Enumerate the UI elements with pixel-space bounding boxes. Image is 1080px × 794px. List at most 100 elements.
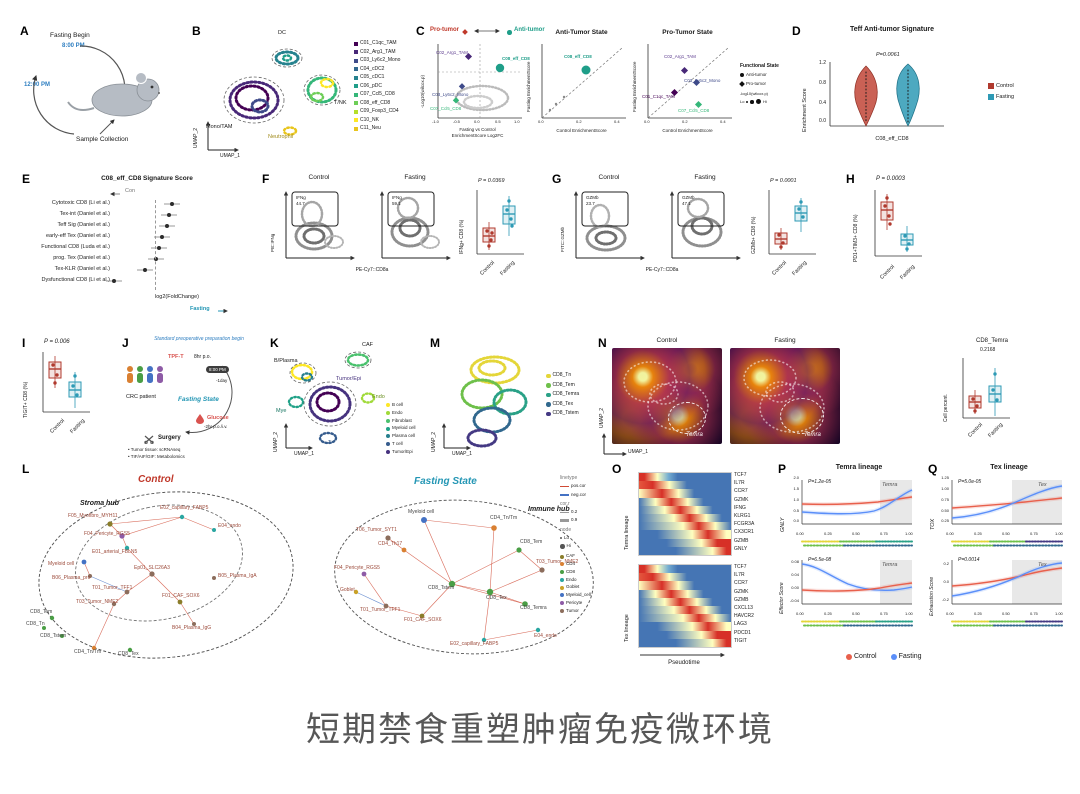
density-map-fasting: Temra [730, 348, 840, 444]
legend-swatch [560, 570, 564, 575]
legend-label: Plasma cell [392, 433, 416, 438]
box-ylabel: TIGIT+ CD8 (%) [23, 381, 29, 418]
xtick: 0.00 [796, 531, 804, 536]
signature-label: Dysfunctional CD8 (Li et al.) [41, 277, 110, 284]
legend-label: Tumor [566, 607, 579, 613]
panel-k-label: K [270, 336, 279, 350]
legend-label: CD8_Tn [552, 372, 572, 378]
legend-item: CD8_Temra [546, 391, 579, 399]
umap2-axis-label: UMAP_2 [431, 431, 437, 452]
legend-swatch [560, 585, 564, 590]
legend-label: C03_Ly6c2_Mono [360, 57, 401, 63]
legend-label: C07_Ccl5_CD8 [360, 91, 395, 97]
fasting-score-ylabel: Fasting EnrichmentScore [526, 61, 531, 112]
cell-rug-strip [951, 620, 1063, 627]
legend-item: CD4 [560, 561, 608, 568]
con-arrow-icon [110, 191, 120, 197]
legend-swatch [354, 118, 358, 123]
legend-swatch [560, 554, 564, 559]
box-plot [768, 190, 816, 255]
legend-pro-label: Pro-tumor [746, 80, 767, 86]
node-large-icon [560, 544, 565, 549]
panel-a-label: A [20, 24, 29, 38]
ytick: 0.5 [793, 508, 799, 513]
legend-item: C09_Foxp3_CD4 [354, 108, 400, 116]
temra-heatmap [638, 472, 732, 556]
xtick: 0.00 [946, 611, 954, 616]
point-label-c07: C07_Ccl5_CD8 [430, 106, 462, 111]
gene-label: TCF7 [734, 472, 747, 478]
signature-row: prog. Tex (Daniel et al.) [22, 253, 260, 264]
gene-label: TIGIT [734, 637, 747, 644]
legend-swatch [354, 67, 358, 72]
umap2-axis-label: UMAP_2 [273, 431, 279, 452]
xtick: 0.50 [852, 611, 860, 616]
legend-swatch [560, 562, 564, 567]
legend-label: C11_Neu [360, 125, 381, 131]
minus-one-day-label: -1day [216, 378, 228, 383]
density-map-control: Temra [612, 348, 722, 444]
legend-item: C06_pDC [354, 83, 400, 91]
score-dot [112, 278, 116, 283]
point-label-c02-state: C02_Arg1_TAM [664, 54, 696, 59]
tpf-label: TPF-T [168, 354, 184, 360]
control-score-xlabel-2: Control EnrichmentScore [662, 128, 713, 133]
annotation-caf: CAF [362, 342, 373, 348]
tex-gene-list: TCF7 IL7R CCR7 GZMK GZMB CXCL13 HAVCR2 LAG3 PDCD… [734, 563, 754, 645]
cor-thick-line-icon [560, 519, 569, 522]
volcano-xlabel-1: Fasting vs Control [459, 127, 496, 132]
legend-swatch [546, 411, 551, 416]
xtick: 0.2 [682, 119, 688, 124]
temra-lineage-title: Temra lineage [835, 464, 883, 471]
legend-swatch [560, 593, 564, 598]
flow-plot-control [283, 191, 355, 261]
legend-item: Tumor/Epi [386, 449, 416, 456]
signature-label: Teff Sig (Daniel et al.) [57, 222, 110, 229]
gnly-line-chart [801, 480, 913, 525]
control-dot-icon [846, 654, 852, 661]
node-small-icon [560, 537, 562, 540]
node-legend-title: node [560, 526, 572, 533]
temra-annotation: Temra [804, 432, 821, 438]
volcano-plot [437, 44, 522, 119]
anti-tumor-header: Anti-tumor [514, 27, 545, 33]
legend-swatch [386, 426, 390, 431]
legend-swatch [386, 403, 390, 408]
legend-swatch [386, 434, 390, 439]
panel-o-heatmaps: O Temra lineage TCF7 IL7R CCR7 GZMK IFNG KLRG… [612, 462, 776, 674]
legend-fasting-label: Fasting [898, 653, 922, 660]
legend-label: B cell [392, 402, 404, 407]
gene-label: CCR7 [734, 488, 748, 495]
corr-legend-title: cor.r [560, 500, 570, 507]
node-label: E04_endo [534, 633, 557, 639]
arc-time-badge: 8:00 PM [206, 366, 229, 374]
panel-p-label: P [778, 462, 787, 476]
panel-g-gzmb-flow: G Control Fasting FITC::GZMb GZMb 23.7 [552, 172, 844, 330]
fasting-direction-label: Fasting [190, 306, 210, 312]
xtick: 1.00 [1055, 531, 1063, 536]
legend-swatch [988, 83, 994, 90]
gate-name-fasting: IFNg [392, 195, 402, 200]
box-plot [874, 190, 922, 257]
legend-label: Pericyte [566, 599, 583, 605]
signature-track [114, 209, 260, 220]
legend-item: Plasma cell [386, 433, 416, 440]
legend-item: C03_Ly6c2_Mono [354, 57, 400, 65]
point-label-c02: C02_Arg1_TAM [436, 50, 468, 55]
fasting-end-time: 12:00 PM [24, 82, 51, 88]
pseudotime-arrow-icon [640, 652, 725, 658]
node-label: T03_Tumor_NME2 [536, 559, 579, 565]
xtick: 0.50 [852, 531, 860, 536]
temra-region-circle [780, 398, 824, 434]
legend-label: CD4 [566, 561, 576, 566]
signature-label: prog. Tex (Daniel et al.) [53, 255, 110, 262]
violin-plot [829, 62, 944, 127]
legend-label: C02_Arg1_TAM [360, 48, 396, 55]
legend-label: CD8_Temra [552, 391, 580, 397]
umap1-axis-label: UMAP_1 [294, 451, 315, 457]
legend-anti-label: Anti-tumor [746, 71, 767, 77]
dot-size-mid-icon [750, 100, 754, 104]
box-plot [42, 352, 90, 413]
linetype-legend-title: linetype [560, 475, 578, 481]
legend-swatch [386, 449, 390, 454]
